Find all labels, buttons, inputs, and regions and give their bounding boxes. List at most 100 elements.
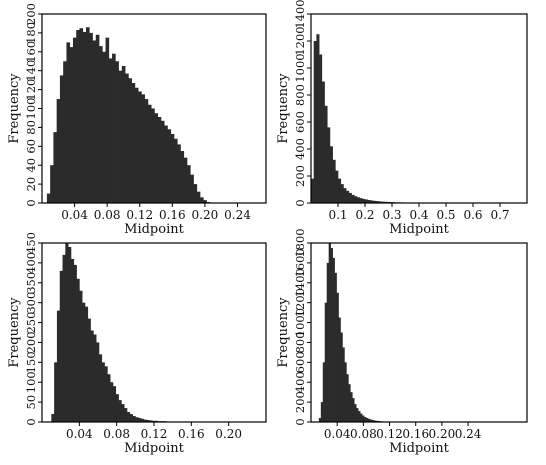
histogram-bar bbox=[327, 127, 330, 203]
x-tick-label: 0.24 bbox=[224, 208, 251, 222]
x-tick-label: 0.24 bbox=[455, 427, 482, 441]
histogram-bar bbox=[322, 82, 325, 204]
x-tick-label: 0.08 bbox=[94, 208, 121, 222]
histogram-bar bbox=[113, 386, 116, 422]
x-tick-label: 0.6 bbox=[463, 208, 482, 222]
histogram-bar bbox=[115, 61, 119, 203]
histogram-bar bbox=[96, 342, 99, 422]
histogram-bar bbox=[360, 198, 363, 203]
histogram-bar bbox=[122, 66, 126, 203]
histogram-bar bbox=[349, 193, 352, 203]
histogram-bar bbox=[128, 78, 132, 203]
x-tick-label: 0.4 bbox=[409, 208, 428, 222]
x-axis-title: Midpoint bbox=[389, 222, 449, 237]
histogram-bar bbox=[357, 197, 360, 203]
y-axis-title: Frequency bbox=[276, 73, 291, 144]
histogram-bar bbox=[77, 279, 80, 422]
histogram-bar bbox=[323, 362, 325, 422]
x-tick-label: 0.2 bbox=[355, 208, 374, 222]
histogram-bar bbox=[76, 30, 80, 203]
histogram-bar bbox=[60, 75, 64, 203]
histogram-bar bbox=[57, 311, 60, 422]
y-tick-label: 100 bbox=[24, 371, 38, 393]
y-tick-label: 200 bbox=[24, 3, 38, 25]
histogram-bar bbox=[141, 94, 145, 203]
histogram-bar bbox=[121, 404, 124, 422]
x-tick-label: 0.16 bbox=[159, 208, 186, 222]
x-tick-label: 0.08 bbox=[350, 427, 377, 441]
histogram-bar bbox=[325, 106, 328, 203]
histogram-bar bbox=[66, 42, 70, 203]
y-tick-label: 0 bbox=[24, 199, 38, 206]
x-tick-label: 0.20 bbox=[429, 427, 456, 441]
histogram-bar bbox=[79, 291, 82, 422]
histogram-bar bbox=[110, 382, 113, 422]
histogram-bar bbox=[174, 139, 178, 203]
y-tick-label: 1800 bbox=[293, 228, 307, 257]
histogram-bar bbox=[154, 113, 158, 203]
histogram-bar bbox=[116, 394, 119, 422]
histogram-bar bbox=[148, 105, 152, 203]
histogram-bar bbox=[88, 319, 91, 422]
y-tick-label: 600 bbox=[293, 111, 307, 133]
histogram-bar bbox=[89, 33, 93, 203]
y-tick-label: 200 bbox=[293, 391, 307, 413]
histogram-bar bbox=[127, 412, 130, 422]
y-tick-label: 40 bbox=[24, 158, 38, 173]
histogram-bar bbox=[96, 35, 100, 203]
histogram-bar bbox=[79, 28, 83, 203]
y-tick-label: 150 bbox=[24, 351, 38, 373]
histogram-bar bbox=[341, 184, 344, 203]
histogram-bar bbox=[106, 38, 110, 203]
histogram-bar bbox=[47, 194, 51, 203]
histogram-bar bbox=[57, 99, 61, 203]
x-tick-label: 0.12 bbox=[126, 208, 153, 222]
x-tick-label: 0.04 bbox=[61, 208, 88, 222]
y-tick-label: 250 bbox=[24, 312, 38, 334]
histogram-bar bbox=[99, 354, 102, 422]
plot-frame bbox=[311, 14, 527, 203]
histogram-bar bbox=[187, 165, 191, 203]
histogram-bar bbox=[112, 54, 116, 203]
histogram-bar bbox=[71, 259, 74, 422]
histogram-bar bbox=[180, 151, 184, 203]
histogram-bar bbox=[344, 362, 346, 422]
histogram-bar bbox=[93, 334, 96, 422]
x-tick-label: 0.04 bbox=[66, 427, 93, 441]
histogram-bar bbox=[171, 134, 175, 203]
histogram-bar bbox=[102, 52, 106, 203]
histogram-bar bbox=[177, 144, 181, 203]
x-tick-label: 0.04 bbox=[324, 427, 351, 441]
y-tick-label: 200 bbox=[24, 331, 38, 353]
histogram-bar bbox=[330, 146, 333, 203]
histogram-bar bbox=[91, 331, 94, 422]
histogram-bar bbox=[329, 243, 331, 422]
y-tick-label: 0 bbox=[293, 418, 307, 425]
histogram-bars bbox=[51, 243, 177, 422]
histogram-bar bbox=[125, 74, 129, 203]
y-tick-label: 1000 bbox=[293, 53, 307, 82]
histogram-bar bbox=[124, 408, 127, 422]
y-axis-title: Frequency bbox=[7, 73, 22, 144]
histogram-bar bbox=[68, 247, 71, 422]
histogram-bar bbox=[74, 265, 77, 422]
x-tick-label: 0.16 bbox=[402, 427, 429, 441]
y-tick-label: 400 bbox=[24, 252, 38, 274]
y-axis-title: Frequency bbox=[276, 297, 291, 368]
y-tick-label: 1200 bbox=[293, 26, 307, 55]
histogram-bars bbox=[47, 27, 210, 203]
histogram-bar bbox=[362, 416, 364, 422]
histogram-bar bbox=[145, 99, 149, 203]
histogram-bar bbox=[119, 400, 122, 422]
histogram-bar bbox=[316, 34, 319, 203]
histogram-bar bbox=[333, 160, 336, 203]
y-tick-label: 350 bbox=[24, 272, 38, 294]
histogram-bar bbox=[350, 392, 352, 422]
histogram-bar bbox=[65, 243, 68, 422]
histogram-bar bbox=[138, 91, 142, 203]
histogram-bar bbox=[63, 255, 66, 422]
y-tick-label: 1400 bbox=[293, 0, 307, 29]
histogram-bar bbox=[73, 38, 77, 203]
